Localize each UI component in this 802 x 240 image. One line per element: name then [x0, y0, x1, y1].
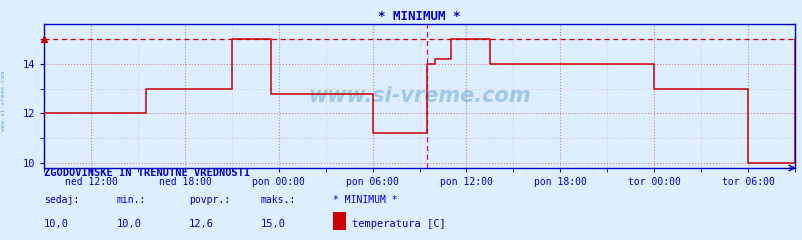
- Text: 12,6: 12,6: [188, 219, 213, 229]
- Text: sedaj:: sedaj:: [44, 195, 79, 205]
- Text: min.:: min.:: [116, 195, 146, 205]
- Text: www.si-vreme.com: www.si-vreme.com: [1, 71, 6, 131]
- Text: ZGODOVINSKE IN TRENUTNE VREDNOSTI: ZGODOVINSKE IN TRENUTNE VREDNOSTI: [44, 168, 250, 178]
- Text: www.si-vreme.com: www.si-vreme.com: [308, 86, 530, 106]
- Text: temperatura [C]: temperatura [C]: [351, 219, 445, 229]
- Text: povpr.:: povpr.:: [188, 195, 229, 205]
- Text: * MINIMUM *: * MINIMUM *: [333, 195, 397, 205]
- Text: maks.:: maks.:: [261, 195, 296, 205]
- Text: 15,0: 15,0: [261, 219, 286, 229]
- Title: * MINIMUM *: * MINIMUM *: [378, 10, 460, 23]
- Text: 10,0: 10,0: [44, 219, 69, 229]
- Text: 10,0: 10,0: [116, 219, 141, 229]
